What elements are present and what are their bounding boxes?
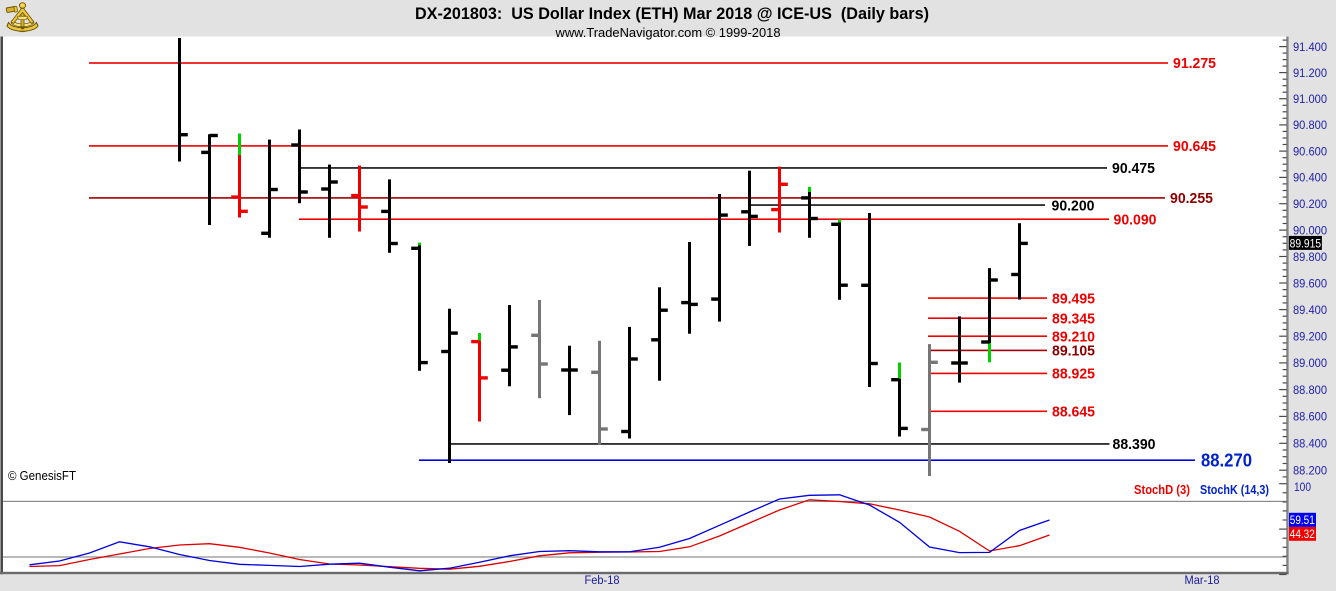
svg-text:88.400: 88.400 <box>1293 437 1327 451</box>
svg-text:91.200: 91.200 <box>1293 66 1327 80</box>
svg-text:89.915: 89.915 <box>1290 236 1322 250</box>
svg-text:44.32: 44.32 <box>1290 527 1315 541</box>
svg-text:89.800: 89.800 <box>1293 250 1327 264</box>
svg-text:89.200: 89.200 <box>1293 330 1327 344</box>
svg-text:www.TradeNavigator.com © 1999-: www.TradeNavigator.com © 1999-2018 <box>554 26 780 40</box>
svg-text:91.275: 91.275 <box>1173 55 1216 72</box>
svg-text:© GenesisFT: © GenesisFT <box>8 469 76 483</box>
svg-text:DX-201803: US Dollar Index (E: DX-201803: US Dollar Index (ETH) Mar 201… <box>415 4 929 23</box>
svg-text:90.200: 90.200 <box>1293 197 1327 211</box>
svg-text:StochD (3): StochD (3) <box>1134 483 1190 497</box>
svg-text:90.255: 90.255 <box>1170 190 1213 207</box>
svg-text:88.925: 88.925 <box>1052 366 1095 383</box>
svg-text:91.400: 91.400 <box>1293 40 1327 54</box>
svg-text:Feb-18: Feb-18 <box>585 575 620 587</box>
svg-text:88.200: 88.200 <box>1293 464 1327 478</box>
svg-text:StochK (14,3): StochK (14,3) <box>1200 483 1269 497</box>
svg-text:88.800: 88.800 <box>1293 383 1327 397</box>
svg-text:90.600: 90.600 <box>1293 144 1327 158</box>
svg-text:Mar-18: Mar-18 <box>1185 575 1220 587</box>
svg-text:89.105: 89.105 <box>1052 343 1095 360</box>
svg-text:89.600: 89.600 <box>1293 276 1327 290</box>
svg-text:59.51: 59.51 <box>1290 513 1315 527</box>
svg-text:90.200: 90.200 <box>1052 197 1095 214</box>
svg-text:90.475: 90.475 <box>1112 160 1155 177</box>
svg-text:88.390: 88.390 <box>1113 436 1156 453</box>
svg-text:100: 100 <box>1294 480 1311 494</box>
svg-text:89.210: 89.210 <box>1052 328 1095 345</box>
svg-text:89.345: 89.345 <box>1052 310 1095 327</box>
svg-text:91.000: 91.000 <box>1293 92 1327 106</box>
svg-text:89.495: 89.495 <box>1052 290 1095 307</box>
svg-text:88.270: 88.270 <box>1201 451 1252 471</box>
svg-text:90.800: 90.800 <box>1293 118 1327 132</box>
svg-text:90.090: 90.090 <box>1114 211 1157 228</box>
svg-text:90.000: 90.000 <box>1293 223 1327 237</box>
svg-text:89.400: 89.400 <box>1293 303 1327 317</box>
svg-text:90.645: 90.645 <box>1173 138 1216 155</box>
svg-text:88.600: 88.600 <box>1293 410 1327 424</box>
svg-text:88.645: 88.645 <box>1052 404 1095 421</box>
svg-text:89.000: 89.000 <box>1293 356 1327 370</box>
svg-text:90.400: 90.400 <box>1293 171 1327 185</box>
